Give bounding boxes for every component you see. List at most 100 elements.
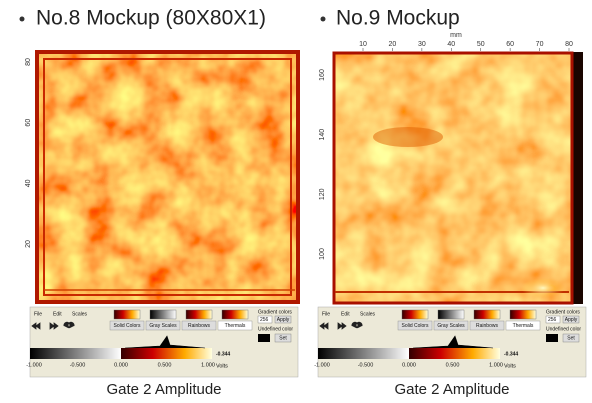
swatch xyxy=(113,309,141,320)
tab[interactable] xyxy=(397,320,433,331)
x-tick-label: 20 xyxy=(389,41,397,48)
y-tick-label: 120 xyxy=(319,188,326,200)
bullet xyxy=(19,16,25,22)
menu-item: Scales xyxy=(360,311,376,317)
gradient-value: 256 xyxy=(548,317,557,323)
tab[interactable] xyxy=(505,320,541,331)
menu-item: File xyxy=(34,311,42,317)
y-tick-label: 100 xyxy=(319,248,326,260)
color-box xyxy=(546,334,558,342)
undefined-label: Undefined color xyxy=(546,326,581,332)
reading: -0.344 xyxy=(504,351,518,357)
x-tick-label: 60 xyxy=(506,41,514,48)
swatch xyxy=(149,309,177,320)
undefined-label: Undefined color xyxy=(258,326,293,332)
apply-label: Apply xyxy=(565,317,578,323)
axis-unit: mm xyxy=(450,32,462,39)
scale-tick: 1.000 xyxy=(489,362,503,368)
tab-label: Rainbows xyxy=(476,323,498,329)
set-label: Set xyxy=(567,335,575,341)
swatch xyxy=(221,309,249,320)
scale-unit: Volts xyxy=(504,363,516,369)
x-tick-label: 40 xyxy=(447,41,455,48)
tab[interactable] xyxy=(433,320,469,331)
tab[interactable] xyxy=(217,320,253,331)
gradient-value: 256 xyxy=(260,317,269,323)
color-box xyxy=(258,334,270,342)
set-button[interactable] xyxy=(274,333,292,343)
tab-label: Gray Scales xyxy=(437,323,465,329)
menu-item: Edit xyxy=(53,311,62,317)
set-button[interactable] xyxy=(562,333,580,343)
scan-image xyxy=(35,50,300,304)
apply-button[interactable] xyxy=(562,315,580,324)
swatch xyxy=(185,309,213,320)
y-tick-label: 140 xyxy=(319,129,326,141)
gradient-label: Gradient colors xyxy=(258,309,292,315)
frame-inner xyxy=(43,58,292,296)
gradient-input xyxy=(257,315,273,324)
gradient-input xyxy=(545,315,561,324)
y-tick-label: 80 xyxy=(25,58,32,66)
swatch xyxy=(437,309,465,320)
edge-dark xyxy=(571,52,583,304)
tab[interactable] xyxy=(469,320,505,331)
y-tick-label: 20 xyxy=(25,240,32,248)
scale-tick: -1.000 xyxy=(26,362,42,368)
x-tick-label: 70 xyxy=(536,41,544,48)
tab-label: Thermals xyxy=(225,323,246,329)
x-tick-label: 50 xyxy=(477,41,485,48)
set-label: Set xyxy=(279,335,287,341)
colorbar-thermal xyxy=(121,348,212,359)
menu-item: Edit xyxy=(341,311,350,317)
panel-title: No.8 Mockup (80X80X1) xyxy=(36,7,266,30)
apply-button[interactable] xyxy=(274,315,292,324)
histogram xyxy=(412,335,494,349)
caption: Gate 2 Amplitude xyxy=(106,381,221,398)
tab-label: Thermals xyxy=(513,323,534,329)
reading: -0.344 xyxy=(216,351,230,357)
scale-tick: -0.500 xyxy=(70,362,86,368)
caption: Gate 2 Amplitude xyxy=(394,381,509,398)
frame xyxy=(35,50,300,304)
colorbar-thermal xyxy=(409,348,500,359)
apply-label: Apply xyxy=(277,317,290,323)
y-tick-label: 40 xyxy=(25,179,32,187)
tab-label: Gray Scales xyxy=(149,323,177,329)
scale-tick: 0.500 xyxy=(446,362,460,368)
scale-tick: -1.000 xyxy=(314,362,330,368)
nav-icons xyxy=(31,321,75,330)
scale-tick: -0.500 xyxy=(358,362,374,368)
scale-tick: 0.000 xyxy=(402,362,416,368)
menu-item: Scales xyxy=(72,311,88,317)
hot-spot xyxy=(521,278,565,298)
colorbar-gray xyxy=(318,348,409,359)
gradient-label: Gradient colors xyxy=(546,309,580,315)
cool-spot xyxy=(373,127,443,147)
tab-label: Solid Colors xyxy=(402,323,429,329)
colorbar-gray xyxy=(30,348,121,359)
x-tick-label: 30 xyxy=(418,41,426,48)
swatch xyxy=(509,309,537,320)
tab[interactable] xyxy=(181,320,217,331)
x-tick-label: 80 xyxy=(565,41,573,48)
histogram xyxy=(124,335,206,349)
swatch xyxy=(401,309,429,320)
tab[interactable] xyxy=(145,320,181,331)
bullet xyxy=(320,16,326,22)
tab[interactable] xyxy=(109,320,145,331)
tab-label: Solid Colors xyxy=(114,323,141,329)
scale-tick: 0.000 xyxy=(114,362,128,368)
scale-tick: 1.000 xyxy=(201,362,215,368)
frame xyxy=(332,51,574,305)
scale-tick: 0.500 xyxy=(158,362,172,368)
y-tick-label: 60 xyxy=(25,119,32,127)
panel-title: No.9 Mockup xyxy=(336,7,460,30)
scale-unit: Volts xyxy=(216,363,228,369)
scan-image xyxy=(333,52,583,304)
x-tick-label: 10 xyxy=(359,41,367,48)
swatch xyxy=(473,309,501,320)
menu-item: File xyxy=(322,311,330,317)
tab-label: Rainbows xyxy=(188,323,210,329)
